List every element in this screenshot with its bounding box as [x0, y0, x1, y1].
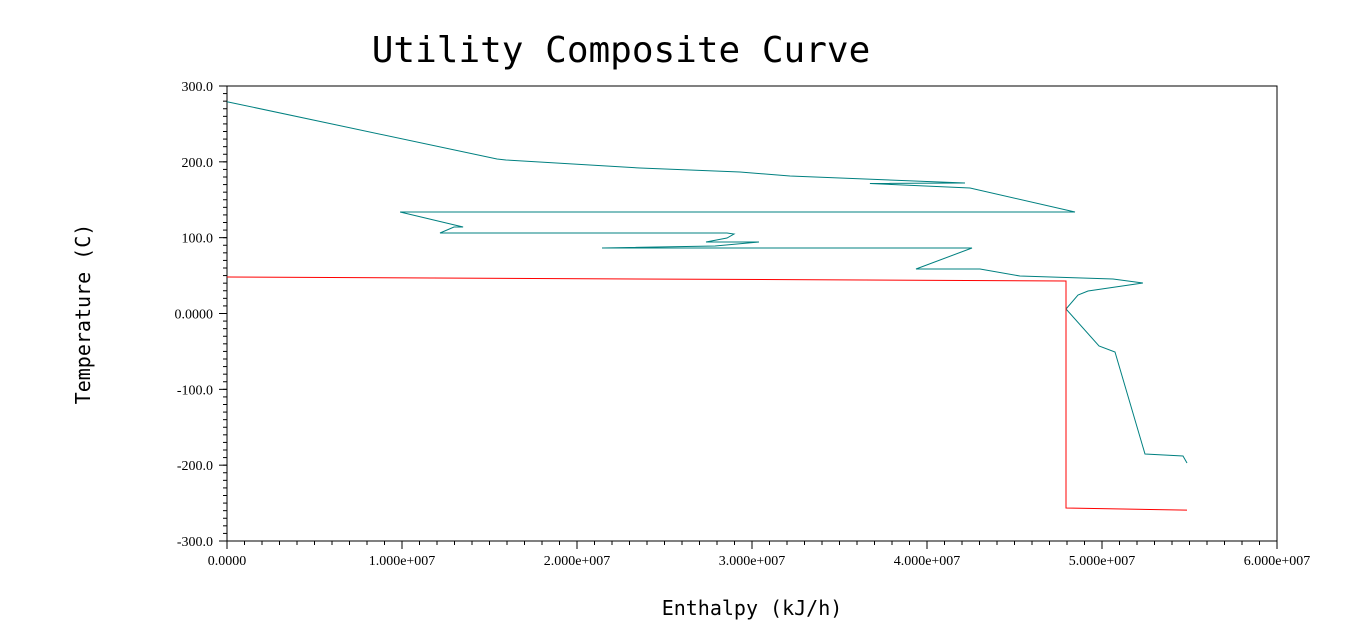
y-tick-label: 0.0000 — [175, 308, 214, 323]
y-tick-label: 300.0 — [182, 80, 214, 95]
y-axis-label: Temperature (C) — [71, 224, 95, 405]
x-tick-label: 6.000e+007 — [1244, 554, 1311, 569]
axis-ticks: 0.0000 1.000e+007 2.000e+007 3.000e+007 4.00… — [175, 80, 1311, 569]
x-tick-label: 5.000e+007 — [1069, 554, 1136, 569]
x-tick-label: 1.000e+007 — [369, 554, 436, 569]
x-axis-label: Enthalpy (kJ/h) — [662, 596, 843, 620]
y-tick-label: -300.0 — [177, 535, 213, 550]
x-tick-label: 2.000e+007 — [544, 554, 611, 569]
cold-utility-curve — [226, 276, 1188, 511]
hot-utility-curve — [226, 101, 1188, 464]
y-tick-label: 200.0 — [182, 156, 214, 171]
x-tick-label: 4.000e+007 — [894, 554, 961, 569]
series-group — [226, 101, 1188, 511]
x-tick-label: 3.000e+007 — [719, 554, 786, 569]
plot-frame — [226, 85, 1278, 542]
chart-title: Utility Composite Curve — [372, 30, 871, 71]
x-tick-label: 0.0000 — [208, 554, 247, 569]
y-tick-label: -100.0 — [177, 383, 213, 398]
y-tick-label: -200.0 — [177, 459, 213, 474]
y-tick-label: 100.0 — [182, 232, 214, 247]
